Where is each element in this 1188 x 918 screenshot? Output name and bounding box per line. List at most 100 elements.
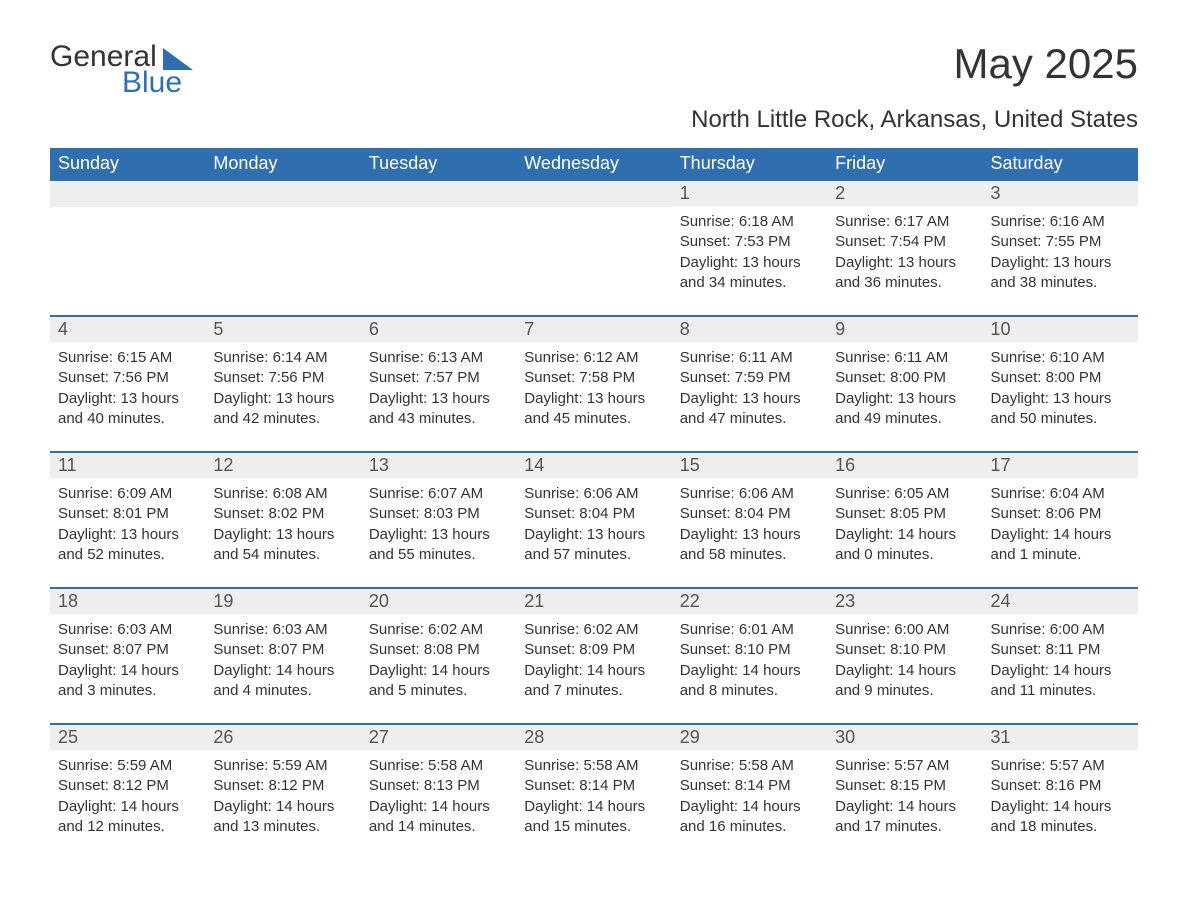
day-number [205,181,360,207]
day-number: 28 [516,725,671,750]
sunset-text: Sunset: 8:02 PM [213,504,352,524]
daylight-text: Daylight: 14 hours and 1 minute. [991,525,1130,566]
day-content: Sunrise: 6:12 AMSunset: 7:58 PMDaylight:… [516,342,671,437]
day-content: Sunrise: 5:57 AMSunset: 8:16 PMDaylight:… [983,750,1138,845]
calendar-day-cell: 30Sunrise: 5:57 AMSunset: 8:15 PMDayligh… [827,724,982,860]
calendar-day-cell [50,180,205,316]
day-number: 4 [50,317,205,342]
sunrise-text: Sunrise: 6:02 AM [369,620,508,640]
daylight-text: Daylight: 13 hours and 54 minutes. [213,525,352,566]
sunrise-text: Sunrise: 6:10 AM [991,348,1130,368]
day-content: Sunrise: 6:09 AMSunset: 8:01 PMDaylight:… [50,478,205,573]
logo-text-blue: Blue [122,66,182,100]
day-number [361,181,516,207]
calendar-day-cell: 31Sunrise: 5:57 AMSunset: 8:16 PMDayligh… [983,724,1138,860]
sunset-text: Sunset: 8:00 PM [835,368,974,388]
calendar-day-cell: 7Sunrise: 6:12 AMSunset: 7:58 PMDaylight… [516,316,671,452]
day-number: 1 [672,181,827,206]
calendar-day-cell: 19Sunrise: 6:03 AMSunset: 8:07 PMDayligh… [205,588,360,724]
sunset-text: Sunset: 8:07 PM [58,640,197,660]
day-number: 26 [205,725,360,750]
day-number: 11 [50,453,205,478]
calendar-day-cell: 3Sunrise: 6:16 AMSunset: 7:55 PMDaylight… [983,180,1138,316]
calendar-day-cell: 16Sunrise: 6:05 AMSunset: 8:05 PMDayligh… [827,452,982,588]
day-number: 5 [205,317,360,342]
day-content: Sunrise: 6:04 AMSunset: 8:06 PMDaylight:… [983,478,1138,573]
day-number [516,181,671,207]
daylight-text: Daylight: 14 hours and 0 minutes. [835,525,974,566]
sunrise-text: Sunrise: 5:59 AM [213,756,352,776]
sunrise-text: Sunrise: 5:59 AM [58,756,197,776]
daylight-text: Daylight: 14 hours and 12 minutes. [58,797,197,838]
daylight-text: Daylight: 13 hours and 40 minutes. [58,389,197,430]
calendar-day-cell: 8Sunrise: 6:11 AMSunset: 7:59 PMDaylight… [672,316,827,452]
sunset-text: Sunset: 7:56 PM [213,368,352,388]
sunset-text: Sunset: 8:07 PM [213,640,352,660]
day-number: 2 [827,181,982,206]
sunset-text: Sunset: 8:10 PM [680,640,819,660]
sunrise-text: Sunrise: 6:17 AM [835,212,974,232]
sunrise-text: Sunrise: 6:06 AM [524,484,663,504]
day-content: Sunrise: 5:58 AMSunset: 8:14 PMDaylight:… [672,750,827,845]
calendar-day-cell: 22Sunrise: 6:01 AMSunset: 8:10 PMDayligh… [672,588,827,724]
sunset-text: Sunset: 7:59 PM [680,368,819,388]
daylight-text: Daylight: 13 hours and 50 minutes. [991,389,1130,430]
calendar-week-row: 4Sunrise: 6:15 AMSunset: 7:56 PMDaylight… [50,316,1138,452]
calendar-week-row: 11Sunrise: 6:09 AMSunset: 8:01 PMDayligh… [50,452,1138,588]
calendar-day-cell: 9Sunrise: 6:11 AMSunset: 8:00 PMDaylight… [827,316,982,452]
calendar-week-row: 25Sunrise: 5:59 AMSunset: 8:12 PMDayligh… [50,724,1138,860]
sunrise-text: Sunrise: 6:09 AM [58,484,197,504]
sunrise-text: Sunrise: 5:57 AM [835,756,974,776]
day-content: Sunrise: 5:58 AMSunset: 8:13 PMDaylight:… [361,750,516,845]
daylight-text: Daylight: 14 hours and 18 minutes. [991,797,1130,838]
sunset-text: Sunset: 8:09 PM [524,640,663,660]
day-content: Sunrise: 6:18 AMSunset: 7:53 PMDaylight:… [672,206,827,301]
sunrise-text: Sunrise: 5:58 AM [680,756,819,776]
calendar-day-cell: 21Sunrise: 6:02 AMSunset: 8:09 PMDayligh… [516,588,671,724]
day-number: 10 [983,317,1138,342]
day-content: Sunrise: 6:14 AMSunset: 7:56 PMDaylight:… [205,342,360,437]
sunrise-text: Sunrise: 6:02 AM [524,620,663,640]
daylight-text: Daylight: 13 hours and 55 minutes. [369,525,508,566]
day-content: Sunrise: 5:59 AMSunset: 8:12 PMDaylight:… [50,750,205,845]
daylight-text: Daylight: 14 hours and 14 minutes. [369,797,508,838]
sunrise-text: Sunrise: 6:00 AM [991,620,1130,640]
daylight-text: Daylight: 13 hours and 43 minutes. [369,389,508,430]
calendar-day-cell: 5Sunrise: 6:14 AMSunset: 7:56 PMDaylight… [205,316,360,452]
day-content: Sunrise: 6:06 AMSunset: 8:04 PMDaylight:… [672,478,827,573]
day-number: 22 [672,589,827,614]
sunrise-text: Sunrise: 6:05 AM [835,484,974,504]
calendar-day-cell: 1Sunrise: 6:18 AMSunset: 7:53 PMDaylight… [672,180,827,316]
day-content: Sunrise: 6:02 AMSunset: 8:09 PMDaylight:… [516,614,671,709]
day-content: Sunrise: 6:11 AMSunset: 7:59 PMDaylight:… [672,342,827,437]
day-content: Sunrise: 6:02 AMSunset: 8:08 PMDaylight:… [361,614,516,709]
daylight-text: Daylight: 13 hours and 47 minutes. [680,389,819,430]
daylight-text: Daylight: 14 hours and 13 minutes. [213,797,352,838]
calendar-day-cell [516,180,671,316]
header: General Blue May 2025 [50,40,1138,100]
calendar-week-row: 1Sunrise: 6:18 AMSunset: 7:53 PMDaylight… [50,180,1138,316]
day-number: 23 [827,589,982,614]
calendar-table: SundayMondayTuesdayWednesdayThursdayFrid… [50,148,1138,860]
day-content: Sunrise: 6:00 AMSunset: 8:11 PMDaylight:… [983,614,1138,709]
daylight-text: Daylight: 14 hours and 8 minutes. [680,661,819,702]
sunset-text: Sunset: 8:12 PM [58,776,197,796]
sunset-text: Sunset: 8:13 PM [369,776,508,796]
day-content: Sunrise: 6:05 AMSunset: 8:05 PMDaylight:… [827,478,982,573]
calendar-day-cell: 4Sunrise: 6:15 AMSunset: 7:56 PMDaylight… [50,316,205,452]
sunset-text: Sunset: 8:03 PM [369,504,508,524]
calendar-day-cell: 29Sunrise: 5:58 AMSunset: 8:14 PMDayligh… [672,724,827,860]
day-number: 27 [361,725,516,750]
day-content: Sunrise: 5:57 AMSunset: 8:15 PMDaylight:… [827,750,982,845]
calendar-day-cell: 14Sunrise: 6:06 AMSunset: 8:04 PMDayligh… [516,452,671,588]
day-number: 14 [516,453,671,478]
sunrise-text: Sunrise: 5:57 AM [991,756,1130,776]
sunrise-text: Sunrise: 6:03 AM [58,620,197,640]
day-content: Sunrise: 6:00 AMSunset: 8:10 PMDaylight:… [827,614,982,709]
calendar-day-cell: 6Sunrise: 6:13 AMSunset: 7:57 PMDaylight… [361,316,516,452]
sunset-text: Sunset: 8:11 PM [991,640,1130,660]
sunset-text: Sunset: 8:10 PM [835,640,974,660]
sunrise-text: Sunrise: 6:12 AM [524,348,663,368]
day-number: 13 [361,453,516,478]
logo: General Blue [50,40,193,100]
